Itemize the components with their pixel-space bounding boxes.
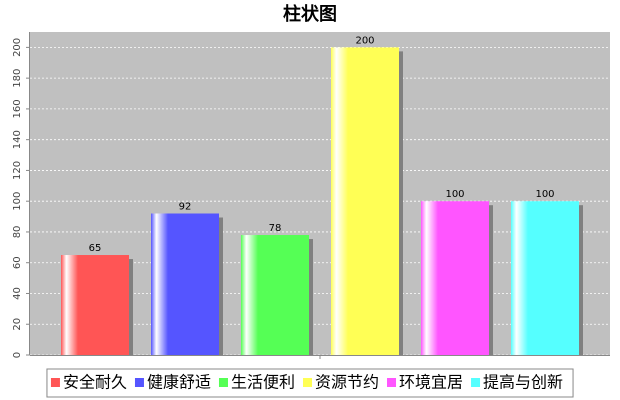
value-label: 65	[89, 243, 102, 254]
y-tick-label: 120	[12, 161, 23, 180]
y-tick-label: 160	[12, 99, 23, 118]
y-tick-label: 140	[12, 130, 23, 149]
legend-swatch	[471, 378, 481, 387]
legend-swatch	[303, 378, 312, 387]
bar	[61, 255, 129, 355]
legend-label: 健康舒适	[147, 373, 211, 392]
bar	[511, 201, 579, 355]
bar	[241, 235, 309, 355]
bar	[151, 213, 219, 355]
y-tick-label: 180	[12, 69, 23, 88]
legend-label: 生活便利	[231, 373, 295, 392]
y-tick-label: 100	[12, 192, 23, 211]
legend-label: 安全耐久	[63, 373, 127, 392]
y-tick-label: 20	[12, 318, 23, 331]
legend-label: 环境宜居	[399, 373, 463, 392]
bar	[421, 201, 489, 355]
value-label: 200	[355, 35, 374, 46]
y-tick-label: 40	[12, 287, 23, 300]
chart-title: 柱状图	[283, 3, 337, 25]
bar	[331, 47, 399, 355]
y-tick-label: 200	[12, 38, 23, 57]
legend-label: 资源节约	[315, 373, 379, 392]
value-label: 92	[179, 201, 192, 212]
legend-swatch	[134, 378, 144, 387]
legend-swatch	[387, 378, 397, 387]
y-tick-label: 80	[12, 226, 23, 239]
y-tick-label: 0	[12, 352, 23, 358]
legend-label: 提高与创新	[483, 373, 563, 392]
legend-swatch	[218, 378, 228, 387]
legend-swatch	[50, 378, 60, 387]
value-label: 78	[269, 223, 282, 234]
value-label: 100	[535, 189, 554, 200]
y-tick-label: 60	[12, 256, 23, 269]
value-label: 100	[445, 189, 464, 200]
